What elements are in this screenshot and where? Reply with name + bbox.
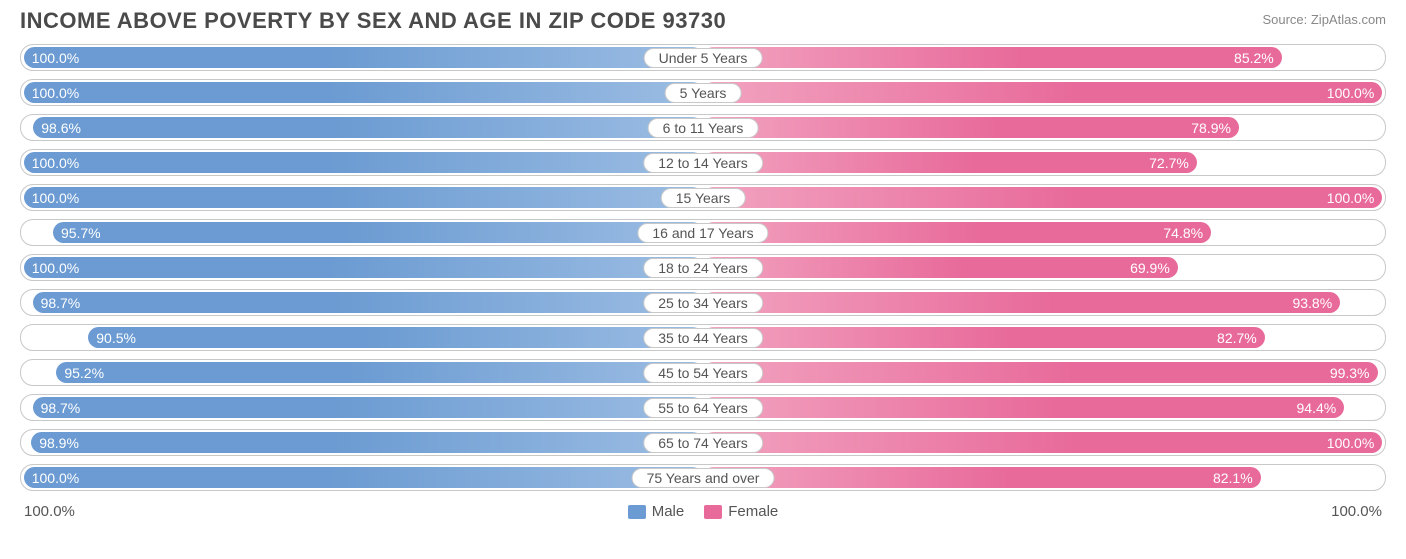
axis-right-label: 100.0%	[1331, 503, 1382, 520]
chart-row: 95.2% 99.3% 45 to 54 Years	[20, 359, 1386, 386]
male-bar: 100.0%	[24, 152, 703, 173]
female-swatch-icon	[704, 505, 722, 519]
male-value: 100.0%	[32, 470, 79, 486]
male-value: 98.7%	[41, 400, 81, 416]
female-bar: 94.4%	[703, 397, 1344, 418]
chart-header: INCOME ABOVE POVERTY BY SEX AND AGE IN Z…	[0, 0, 1406, 44]
female-value: 78.9%	[1191, 120, 1231, 136]
female-bar: 69.9%	[703, 257, 1178, 278]
female-bar: 100.0%	[703, 432, 1382, 453]
male-value: 95.2%	[64, 365, 104, 381]
male-value: 90.5%	[96, 330, 136, 346]
category-label: 75 Years and over	[632, 468, 775, 488]
legend: Male Female	[628, 503, 779, 520]
female-bar: 78.9%	[703, 117, 1239, 138]
female-value: 100.0%	[1327, 190, 1374, 206]
category-label: 25 to 34 Years	[643, 293, 763, 313]
chart-row: 90.5% 82.7% 35 to 44 Years	[20, 324, 1386, 351]
chart-row: 98.9% 100.0% 65 to 74 Years	[20, 429, 1386, 456]
male-value: 98.7%	[41, 295, 81, 311]
chart-row: 100.0% 82.1% 75 Years and over	[20, 464, 1386, 491]
female-value: 74.8%	[1163, 225, 1203, 241]
category-label: Under 5 Years	[644, 48, 763, 68]
female-value: 82.1%	[1213, 470, 1253, 486]
male-bar: 98.7%	[33, 292, 703, 313]
male-value: 100.0%	[32, 155, 79, 171]
female-value: 93.8%	[1292, 295, 1332, 311]
diverging-bar-chart: 100.0% 85.2% Under 5 Years 100.0% 100.0% 5 Ye…	[0, 44, 1406, 491]
female-bar: 93.8%	[703, 292, 1340, 313]
male-value: 100.0%	[32, 85, 79, 101]
female-value: 72.7%	[1149, 155, 1189, 171]
category-label: 45 to 54 Years	[643, 363, 763, 383]
female-bar: 74.8%	[703, 222, 1211, 243]
female-value: 100.0%	[1327, 85, 1374, 101]
chart-row: 100.0% 69.9% 18 to 24 Years	[20, 254, 1386, 281]
legend-male: Male	[628, 503, 685, 520]
category-label: 12 to 14 Years	[643, 153, 763, 173]
category-label: 18 to 24 Years	[643, 258, 763, 278]
female-value: 99.3%	[1330, 365, 1370, 381]
legend-male-label: Male	[652, 503, 685, 520]
chart-row: 100.0% 85.2% Under 5 Years	[20, 44, 1386, 71]
male-value: 100.0%	[32, 50, 79, 66]
female-bar: 82.7%	[703, 327, 1265, 348]
chart-row: 98.7% 94.4% 55 to 64 Years	[20, 394, 1386, 421]
chart-row: 100.0% 72.7% 12 to 14 Years	[20, 149, 1386, 176]
category-label: 15 Years	[661, 188, 746, 208]
chart-row: 100.0% 100.0% 5 Years	[20, 79, 1386, 106]
female-bar: 100.0%	[703, 82, 1382, 103]
male-swatch-icon	[628, 505, 646, 519]
legend-female: Female	[704, 503, 778, 520]
chart-footer: 100.0% Male Female 100.0%	[0, 499, 1406, 520]
male-bar: 100.0%	[24, 257, 703, 278]
female-value: 69.9%	[1130, 260, 1170, 276]
female-bar: 99.3%	[703, 362, 1378, 383]
female-bar: 72.7%	[703, 152, 1197, 173]
male-value: 98.6%	[41, 120, 81, 136]
male-bar: 98.9%	[31, 432, 703, 453]
male-bar: 98.6%	[33, 117, 703, 138]
male-bar: 100.0%	[24, 187, 703, 208]
chart-row: 98.6% 78.9% 6 to 11 Years	[20, 114, 1386, 141]
male-value: 95.7%	[61, 225, 101, 241]
male-bar: 100.0%	[24, 47, 703, 68]
female-bar: 85.2%	[703, 47, 1282, 68]
female-value: 82.7%	[1217, 330, 1257, 346]
category-label: 35 to 44 Years	[643, 328, 763, 348]
category-label: 65 to 74 Years	[643, 433, 763, 453]
category-label: 55 to 64 Years	[643, 398, 763, 418]
female-bar: 82.1%	[703, 467, 1261, 488]
female-bar: 100.0%	[703, 187, 1382, 208]
female-value: 85.2%	[1234, 50, 1274, 66]
category-label: 16 and 17 Years	[637, 223, 768, 243]
female-value: 94.4%	[1297, 400, 1337, 416]
male-bar: 95.7%	[53, 222, 703, 243]
male-value: 98.9%	[39, 435, 79, 451]
chart-row: 100.0% 100.0% 15 Years	[20, 184, 1386, 211]
male-bar: 95.2%	[56, 362, 703, 383]
axis-left-label: 100.0%	[24, 503, 75, 520]
male-bar: 100.0%	[24, 467, 703, 488]
legend-female-label: Female	[728, 503, 778, 520]
male-bar: 100.0%	[24, 82, 703, 103]
chart-source: Source: ZipAtlas.com	[1262, 12, 1386, 27]
category-label: 6 to 11 Years	[648, 118, 759, 138]
female-value: 100.0%	[1327, 435, 1374, 451]
chart-row: 98.7% 93.8% 25 to 34 Years	[20, 289, 1386, 316]
chart-row: 95.7% 74.8% 16 and 17 Years	[20, 219, 1386, 246]
male-value: 100.0%	[32, 260, 79, 276]
chart-title: INCOME ABOVE POVERTY BY SEX AND AGE IN Z…	[20, 8, 726, 34]
category-label: 5 Years	[665, 83, 742, 103]
male-value: 100.0%	[32, 190, 79, 206]
male-bar: 98.7%	[33, 397, 703, 418]
male-bar: 90.5%	[88, 327, 703, 348]
